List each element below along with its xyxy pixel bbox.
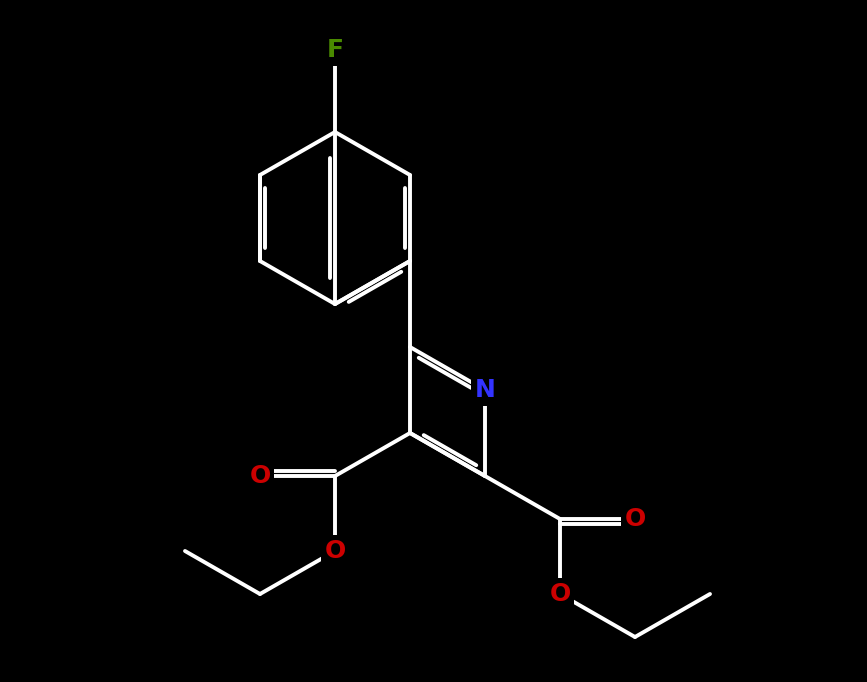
Text: N: N xyxy=(474,378,495,402)
Text: F: F xyxy=(327,38,343,62)
Text: O: O xyxy=(624,507,646,531)
Text: O: O xyxy=(324,539,346,563)
Text: O: O xyxy=(250,464,271,488)
Text: O: O xyxy=(550,582,570,606)
